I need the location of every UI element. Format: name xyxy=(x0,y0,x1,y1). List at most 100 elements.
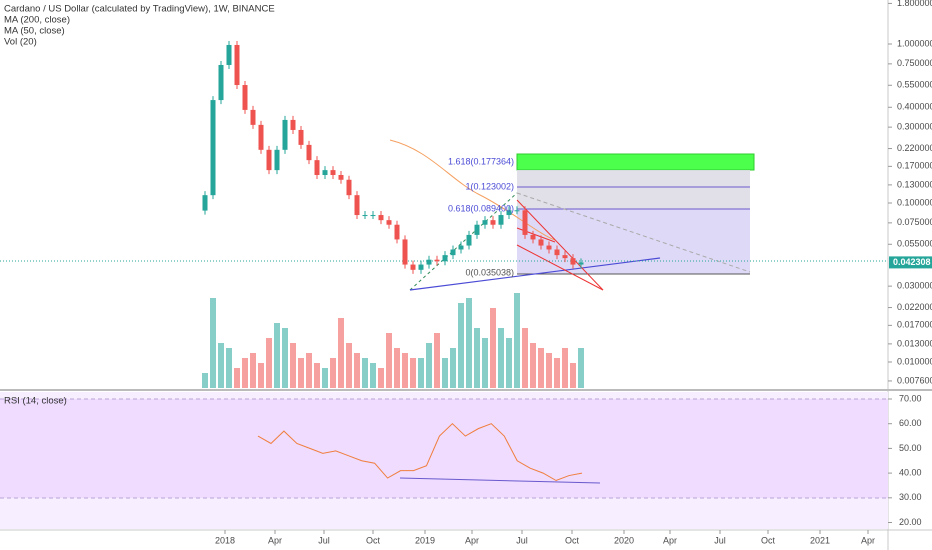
volume-bar xyxy=(250,353,256,388)
candle-body xyxy=(506,210,512,216)
volume-bar xyxy=(450,348,456,388)
price-tick-label: 0.030000 xyxy=(897,281,932,291)
rsi-band xyxy=(0,399,888,498)
candle-body xyxy=(458,245,464,250)
price-tick-label: 0.220000 xyxy=(897,143,932,153)
candle-body xyxy=(322,170,328,176)
time-label: 2019 xyxy=(415,535,435,545)
price-tick-label: 0.750000 xyxy=(897,58,932,68)
time-label: Jul xyxy=(318,535,330,545)
symbol-legend: Cardano / US Dollar (calculated by Tradi… xyxy=(4,4,275,15)
volume-bar xyxy=(378,368,384,388)
volume-bar xyxy=(274,323,280,388)
support-line xyxy=(409,257,661,291)
candle-body xyxy=(210,100,216,196)
price-tick-label: 0.017000 xyxy=(897,320,932,330)
volume-bar xyxy=(554,358,560,388)
candle-body xyxy=(418,264,424,270)
price-tick-label: 0.055000 xyxy=(897,239,932,249)
price-tick-label: 0.075000 xyxy=(897,217,932,227)
fib-label: 0.618(0.089400) xyxy=(448,203,514,213)
volume-bar xyxy=(290,343,296,388)
time-label: Jul xyxy=(516,535,528,545)
time-label: Apr xyxy=(663,535,677,545)
volume-bar xyxy=(298,358,304,388)
candle-body xyxy=(490,220,496,225)
candle-body xyxy=(298,129,304,145)
fib-target-box xyxy=(516,153,755,171)
price-tick-label: 0.550000 xyxy=(897,80,932,90)
volume-bar xyxy=(322,368,328,388)
volume-bar xyxy=(282,328,288,388)
rsi-tick-label: 70.00 xyxy=(899,393,922,403)
candle-body xyxy=(386,220,392,225)
candle-body xyxy=(226,44,232,65)
price-tick-label: 0.010000 xyxy=(897,356,932,366)
rsi-tick-label: 30.00 xyxy=(899,492,922,502)
time-label: 2021 xyxy=(810,535,830,545)
volume-bar xyxy=(226,348,232,388)
wedge-line xyxy=(516,199,604,291)
candle-body xyxy=(442,255,448,262)
candle-body xyxy=(338,175,344,180)
volume-bar xyxy=(418,358,424,388)
fib-label: 0(0.035038) xyxy=(465,267,514,277)
volume-bar xyxy=(218,343,224,388)
rsi-tick-label: 60.00 xyxy=(899,418,922,428)
time-label: Apr xyxy=(861,535,875,545)
candle-body xyxy=(394,224,400,240)
volume-bar xyxy=(522,328,528,388)
price-tick-label: 0.170000 xyxy=(897,161,932,171)
candle-body xyxy=(218,64,224,101)
volume-bar xyxy=(490,308,496,388)
candle-body xyxy=(282,119,288,150)
volume-bar xyxy=(330,358,336,388)
price-tick-label: 0.007600 xyxy=(897,375,932,385)
candle-body xyxy=(426,259,432,265)
volume-bar xyxy=(474,328,480,388)
candle-body xyxy=(402,239,408,265)
volume-bar xyxy=(234,368,240,388)
candle-body xyxy=(306,144,312,161)
last-price-badge xyxy=(889,256,932,269)
candle-body xyxy=(434,259,440,262)
volume-bar xyxy=(466,298,472,388)
volume-bar xyxy=(354,353,360,388)
volume-bar xyxy=(410,358,416,388)
candle-body xyxy=(554,249,560,256)
candle-body xyxy=(202,195,208,211)
trend-dashed xyxy=(409,192,518,291)
volume-bar xyxy=(530,343,536,388)
price-tick-label: 0.100000 xyxy=(897,197,932,207)
candle-body xyxy=(522,210,528,235)
indicator-legend: MA (200, close) xyxy=(4,15,70,26)
candle-body xyxy=(538,239,544,246)
rsi-tick-label: 40.00 xyxy=(899,467,922,477)
rsi-tick-label: 50.00 xyxy=(899,443,922,453)
price-tick-label: 0.013000 xyxy=(897,338,932,348)
candle-body xyxy=(410,264,416,270)
candle-body xyxy=(242,85,248,110)
candle-body xyxy=(250,109,256,125)
time-label: 2020 xyxy=(614,535,634,545)
volume-bar xyxy=(266,338,272,388)
volume-bar xyxy=(370,363,376,388)
volume-bar xyxy=(362,358,368,388)
candle-body xyxy=(562,255,568,259)
candle-body xyxy=(482,220,488,225)
candle-body xyxy=(266,149,272,171)
volume-bar xyxy=(306,353,312,388)
indicator-legend: MA (50, close) xyxy=(4,26,65,37)
candle-body xyxy=(498,215,504,225)
candle-body xyxy=(578,262,584,265)
candle-body xyxy=(514,210,520,212)
candle-body xyxy=(362,215,368,217)
time-label: Apr xyxy=(465,535,479,545)
volume-bar xyxy=(482,338,488,388)
volume-bar xyxy=(338,318,344,388)
volume-bar xyxy=(258,363,264,388)
volume-bar xyxy=(442,358,448,388)
candle-body xyxy=(450,249,456,256)
volume-bar xyxy=(314,363,320,388)
